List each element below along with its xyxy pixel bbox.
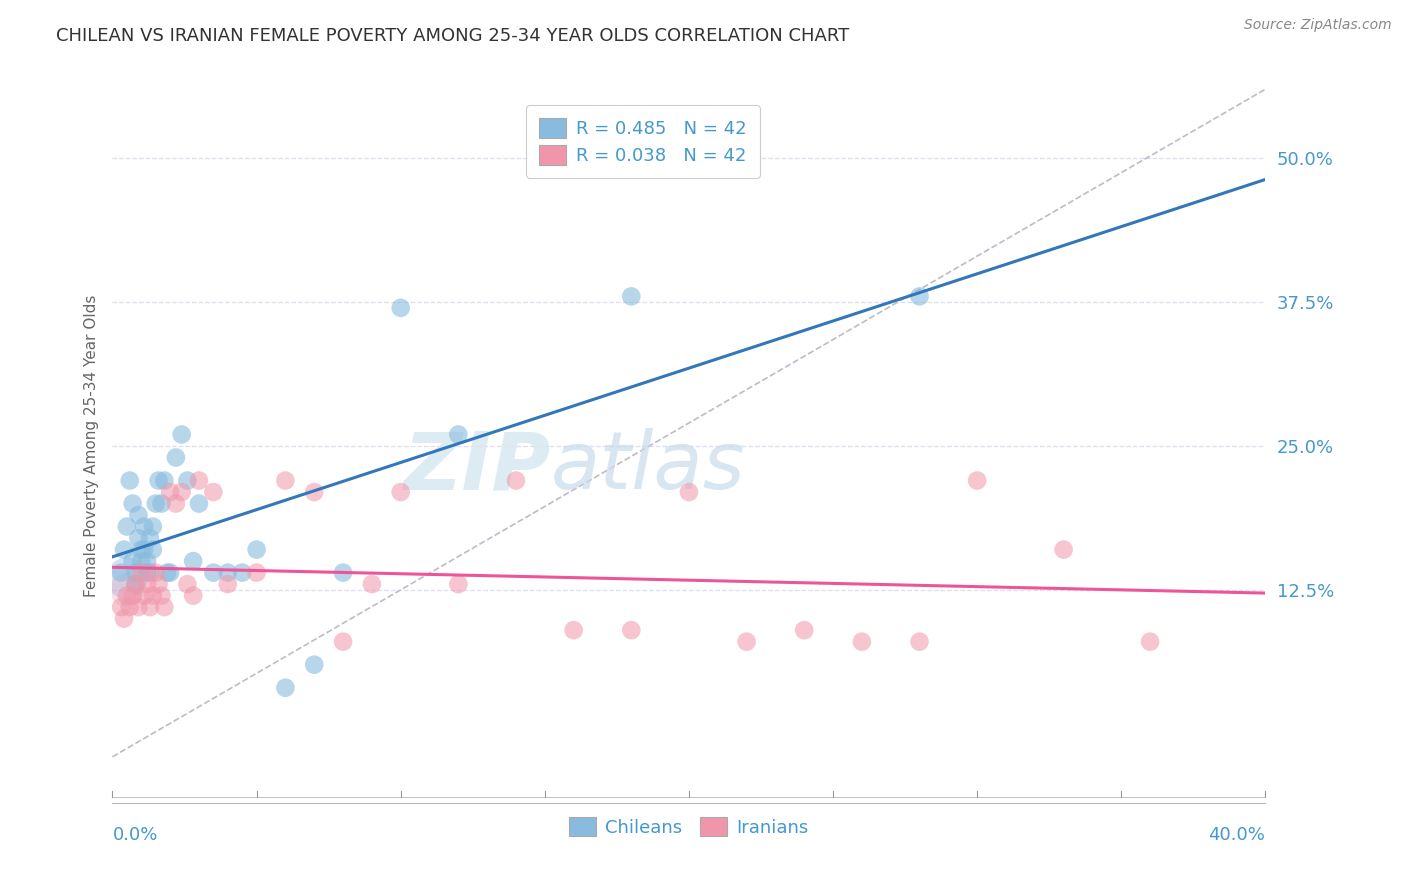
Point [274,474,297,488]
Point [150,589,173,603]
Point [188,474,211,488]
Point [447,577,470,591]
Point [136,554,159,568]
Point [129,566,153,580]
Text: Source: ZipAtlas.com: Source: ZipAtlas.com [1244,18,1392,32]
Legend: Chileans, Iranians: Chileans, Iranians [562,809,815,844]
Point [110,566,132,580]
Point [304,485,326,500]
Point [246,566,269,580]
Point [118,474,141,488]
Point [153,474,176,488]
Point [129,542,153,557]
Point [678,485,700,500]
Point [1053,542,1076,557]
Point [142,519,165,533]
Point [908,634,931,648]
Text: 40.0%: 40.0% [1209,826,1265,844]
Point [851,634,873,648]
Point [153,600,176,615]
Point [124,566,146,580]
Point [148,474,170,488]
Point [176,577,198,591]
Point [966,474,988,488]
Point [115,571,138,585]
Point [136,577,159,591]
Point [181,589,204,603]
Point [735,634,758,648]
Point [159,485,181,500]
Point [181,554,204,568]
Point [156,566,179,580]
Point [389,485,412,500]
Point [793,623,815,637]
Point [202,566,225,580]
Point [124,577,146,591]
Point [159,566,181,580]
Point [360,577,382,591]
Point [124,577,146,591]
Point [620,289,643,303]
Point [127,508,149,522]
Point [121,589,143,603]
Point [121,554,143,568]
Point [139,600,162,615]
Point [202,485,225,500]
Point [129,554,153,568]
Point [136,566,159,580]
Point [145,497,167,511]
Point [139,566,162,580]
Point [142,542,165,557]
Point [447,427,470,442]
Point [121,497,143,511]
Text: atlas: atlas [551,428,745,507]
Point [110,600,132,615]
Text: 0.0%: 0.0% [112,826,157,844]
Point [145,566,167,580]
Point [170,485,193,500]
Point [115,582,138,597]
Point [150,497,173,511]
Point [134,542,156,557]
Point [389,301,412,315]
Point [112,612,135,626]
Point [620,623,643,637]
Point [217,566,239,580]
Text: ZIP: ZIP [404,428,551,507]
Point [127,531,149,545]
Point [188,497,211,511]
Point [176,474,198,488]
Point [505,474,527,488]
Point [139,531,162,545]
Point [1139,634,1161,648]
Point [562,623,585,637]
Point [332,634,354,648]
Point [304,657,326,672]
Point [246,542,269,557]
Y-axis label: Female Poverty Among 25-34 Year Olds: Female Poverty Among 25-34 Year Olds [83,295,98,597]
Point [115,519,138,533]
Point [127,600,149,615]
Point [134,589,156,603]
Point [118,600,141,615]
Point [231,566,253,580]
Point [332,566,354,580]
Point [274,681,297,695]
Point [170,427,193,442]
Point [165,497,187,511]
Point [165,450,187,465]
Point [217,577,239,591]
Point [134,519,156,533]
Point [115,589,138,603]
Text: CHILEAN VS IRANIAN FEMALE POVERTY AMONG 25-34 YEAR OLDS CORRELATION CHART: CHILEAN VS IRANIAN FEMALE POVERTY AMONG … [56,27,849,45]
Point [112,542,135,557]
Point [908,289,931,303]
Point [148,577,170,591]
Point [142,589,165,603]
